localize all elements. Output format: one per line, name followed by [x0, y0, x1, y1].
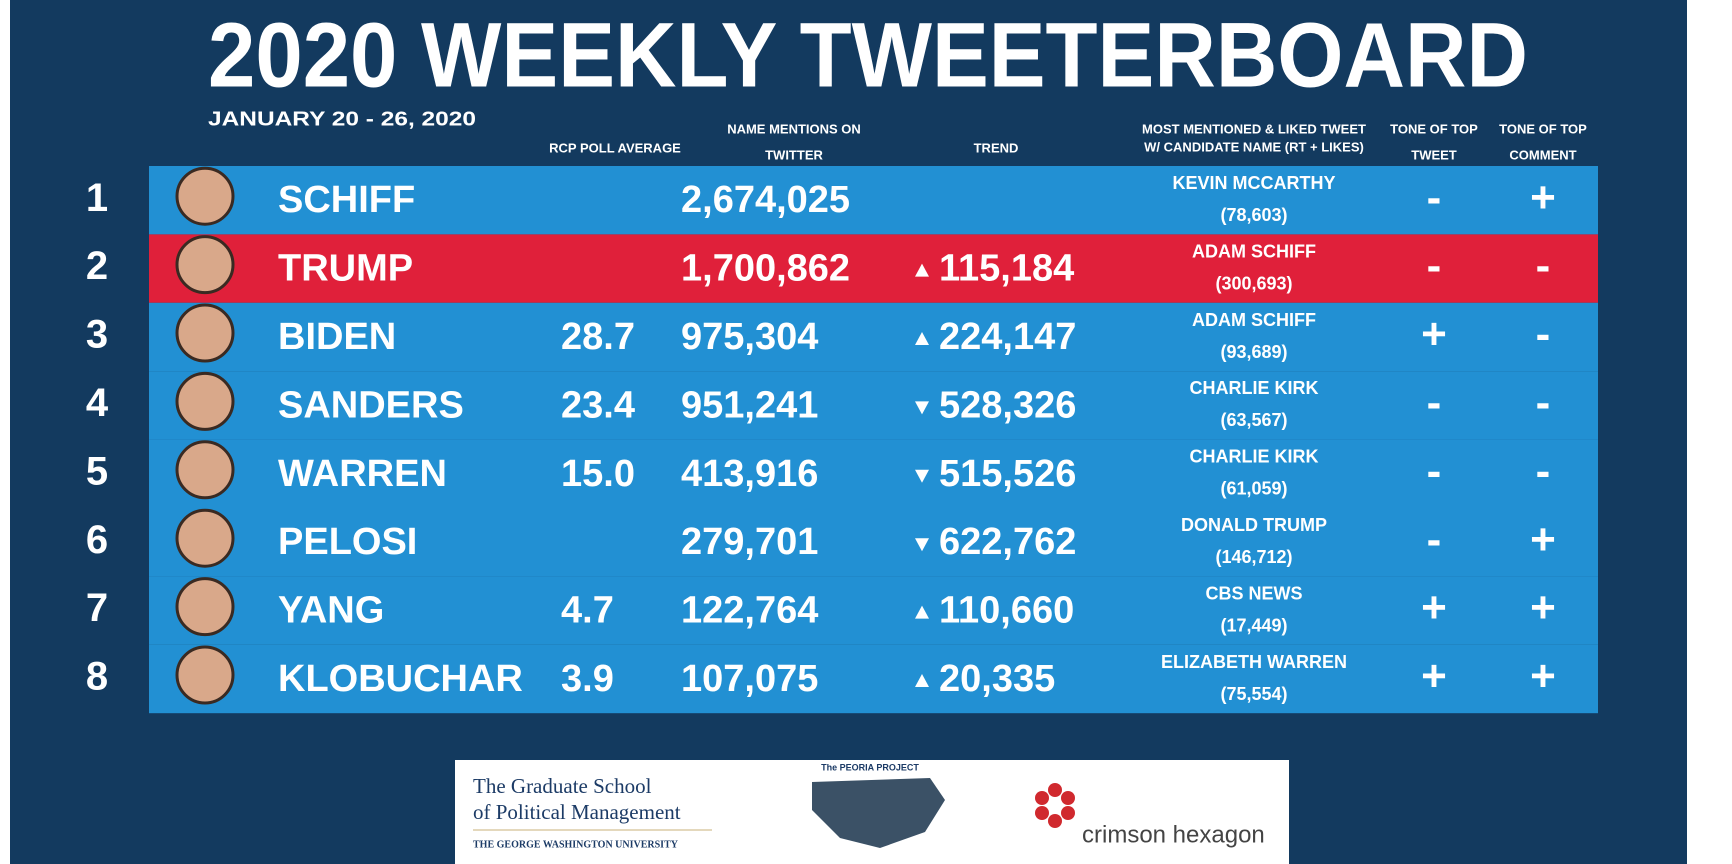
tweet-name: ELIZABETH WARREN — [1161, 652, 1347, 672]
candidate-name: WARREN — [278, 453, 447, 495]
trend: 224,147 — [939, 316, 1076, 358]
tone-comment: + — [1530, 652, 1556, 701]
candidate-photo — [177, 579, 233, 635]
candidate-name: SCHIFF — [278, 179, 415, 221]
candidate-photo — [177, 168, 233, 224]
tone-tweet: + — [1421, 652, 1447, 701]
tone-comment: - — [1536, 241, 1551, 290]
tone-comment: + — [1530, 515, 1556, 564]
logo-text: The Graduate School — [473, 774, 652, 798]
tone-comment: - — [1536, 310, 1551, 359]
footer-logos: The Graduate School of Political Managem… — [455, 760, 1289, 864]
rank: 5 — [86, 449, 108, 493]
rank: 3 — [86, 313, 108, 357]
candidate-name: YANG — [278, 590, 384, 632]
page: 2020 WEEKLY TWEETERBOARD JANUARY 20 - 26… — [0, 0, 1732, 864]
tweet-name: ADAM SCHIFF — [1192, 241, 1316, 261]
mentions: 413,916 — [681, 453, 818, 495]
mentions: 107,075 — [681, 658, 818, 700]
candidate-name: KLOBUCHAR — [278, 658, 523, 700]
title: 2020 WEEKLY TWEETERBOARD — [208, 4, 1528, 106]
tweet-name: CBS NEWS — [1205, 583, 1302, 603]
column-header: W/ CANDIDATE NAME (RT + LIKES) — [1144, 139, 1364, 154]
poll-average: 23.4 — [561, 384, 635, 426]
tone-tweet: + — [1421, 583, 1447, 632]
tone-comment: - — [1536, 446, 1551, 495]
candidate-name: TRUMP — [278, 248, 413, 290]
date: JANUARY 20 - 26, 2020 — [208, 108, 476, 130]
tweet-name: DONALD TRUMP — [1181, 515, 1327, 535]
column-header: TREND — [974, 140, 1019, 155]
tone-comment: + — [1530, 583, 1556, 632]
trend: 528,326 — [939, 384, 1076, 426]
trend: 515,526 — [939, 453, 1076, 495]
poll-average: 3.9 — [561, 658, 614, 700]
tweet-name: CHARLIE KIRK — [1190, 447, 1319, 467]
tone-comment: + — [1530, 173, 1556, 222]
mentions: 122,764 — [681, 590, 818, 632]
tweet-count: (63,567) — [1220, 410, 1287, 430]
tweet-count: (17,449) — [1220, 615, 1287, 635]
column-header: RCP POLL AVERAGE — [549, 140, 681, 155]
tone-tweet: - — [1427, 515, 1442, 564]
candidate-photo — [177, 647, 233, 703]
column-header: NAME MENTIONS ON — [727, 121, 861, 136]
mentions: 951,241 — [681, 384, 818, 426]
poll-average: 4.7 — [561, 590, 614, 632]
logo-text: The PEORIA PROJECT — [821, 762, 919, 772]
poll-average: 28.7 — [561, 316, 635, 358]
tweet-count: (146,712) — [1215, 547, 1292, 567]
column-header: TWEET — [1411, 147, 1457, 162]
rank: 8 — [86, 655, 108, 699]
rank: 6 — [86, 518, 108, 562]
rows: 1 SCHIFF 2,674,025 KEVIN MCCARTHY (78,603) - +… — [86, 166, 1598, 713]
column-header: TONE OF TOP — [1390, 121, 1478, 136]
tone-tweet: - — [1427, 241, 1442, 290]
logo-text: THE GEORGE WASHINGTON UNIVERSITY — [473, 839, 679, 850]
tweet-count: (61,059) — [1220, 479, 1287, 499]
candidate-photo — [177, 510, 233, 566]
tweet-name: CHARLIE KIRK — [1190, 378, 1319, 398]
trend: 622,762 — [939, 521, 1076, 563]
mentions: 975,304 — [681, 316, 818, 358]
tweet-count: (93,689) — [1220, 342, 1287, 362]
mentions: 2,674,025 — [681, 179, 850, 221]
candidate-name: SANDERS — [278, 384, 464, 426]
rank: 4 — [86, 381, 109, 425]
tweet-name: ADAM SCHIFF — [1192, 310, 1316, 330]
trend: 20,335 — [939, 658, 1055, 700]
tone-comment: - — [1536, 378, 1551, 427]
column-header: TWITTER — [765, 147, 823, 162]
tweet-name: KEVIN MCCARTHY — [1172, 173, 1335, 193]
candidate-photo — [177, 442, 233, 498]
logo-text: of Political Management — [473, 800, 681, 824]
candidate-photo — [177, 305, 233, 361]
rank: 7 — [86, 586, 108, 630]
candidate-photo — [177, 237, 233, 293]
tweet-count: (75,554) — [1220, 684, 1287, 704]
logo-text: crimson hexagon — [1082, 821, 1265, 848]
rank: 2 — [86, 244, 108, 288]
rank: 1 — [86, 176, 108, 220]
trend: 110,660 — [939, 590, 1074, 632]
column-header: MOST MENTIONED & LIKED TWEET — [1142, 121, 1366, 136]
mentions: 1,700,862 — [681, 248, 850, 290]
tone-tweet: - — [1427, 446, 1442, 495]
candidate-photo — [177, 373, 233, 429]
tone-tweet: + — [1421, 310, 1447, 359]
tone-tweet: - — [1427, 378, 1442, 427]
tweet-count: (78,603) — [1220, 205, 1287, 225]
poll-average: 15.0 — [561, 453, 635, 495]
column-header: TONE OF TOP — [1499, 121, 1587, 136]
trend: 115,184 — [939, 248, 1074, 290]
candidate-name: BIDEN — [278, 316, 396, 358]
tweeterboard: 2020 WEEKLY TWEETERBOARD JANUARY 20 - 26… — [0, 0, 1732, 864]
candidate-name: PELOSI — [278, 521, 417, 563]
mentions: 279,701 — [681, 521, 818, 563]
column-header: COMMENT — [1509, 147, 1576, 162]
tweet-count: (300,693) — [1215, 273, 1292, 293]
tone-tweet: - — [1427, 173, 1442, 222]
